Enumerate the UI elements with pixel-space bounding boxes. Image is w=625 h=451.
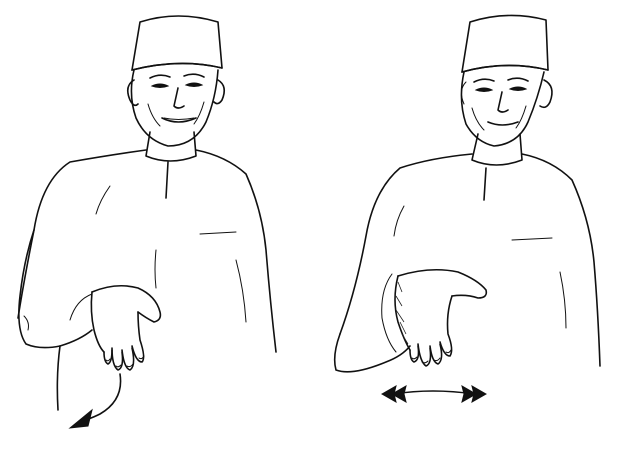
robe-right: [333, 153, 601, 373]
robe-left: [17, 149, 277, 411]
neck-right: [471, 133, 523, 166]
figure-left: [17, 15, 277, 429]
head-right: [460, 71, 553, 147]
kufi-cap-left: [131, 15, 223, 71]
head-left: [126, 69, 226, 147]
kufi-cap-right: [461, 14, 549, 73]
neck-left: [145, 131, 197, 162]
hand-right: [394, 268, 488, 367]
movement-arrow-double-headed: [380, 384, 488, 404]
movement-arrow-curved: [68, 373, 122, 429]
hand-left: [90, 284, 162, 371]
figure-right: [333, 14, 601, 404]
